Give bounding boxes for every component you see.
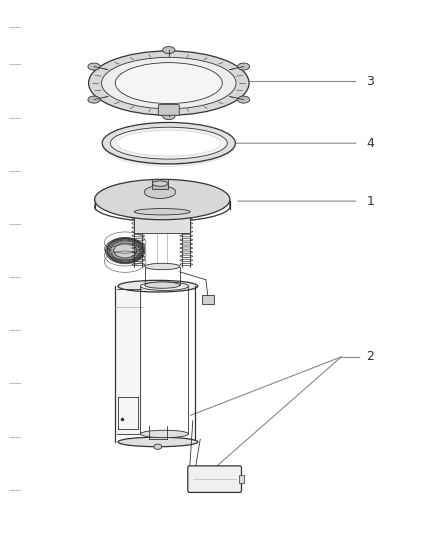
Ellipse shape — [152, 181, 168, 186]
Text: 3: 3 — [367, 75, 374, 88]
FancyBboxPatch shape — [158, 104, 179, 115]
Ellipse shape — [88, 51, 249, 115]
Bar — [152, 179, 168, 189]
Ellipse shape — [237, 96, 250, 103]
Text: 2: 2 — [367, 350, 374, 364]
Ellipse shape — [141, 430, 188, 438]
Ellipse shape — [95, 179, 230, 220]
Ellipse shape — [88, 96, 100, 103]
Ellipse shape — [117, 131, 221, 156]
Ellipse shape — [102, 123, 235, 164]
Bar — [239, 475, 244, 483]
Ellipse shape — [145, 263, 180, 270]
Ellipse shape — [162, 46, 175, 53]
Ellipse shape — [141, 282, 188, 290]
Ellipse shape — [118, 280, 198, 292]
Text: 4: 4 — [367, 136, 374, 150]
Ellipse shape — [237, 63, 250, 70]
Ellipse shape — [88, 63, 100, 70]
Bar — [134, 212, 190, 233]
Ellipse shape — [145, 282, 180, 288]
Ellipse shape — [114, 243, 137, 258]
Ellipse shape — [107, 238, 143, 263]
Ellipse shape — [118, 437, 198, 447]
Bar — [202, 295, 214, 304]
Text: 1: 1 — [367, 195, 374, 208]
Ellipse shape — [145, 185, 176, 198]
Ellipse shape — [162, 112, 175, 119]
FancyBboxPatch shape — [188, 466, 241, 492]
Ellipse shape — [154, 444, 162, 449]
Ellipse shape — [102, 58, 236, 109]
Ellipse shape — [110, 127, 227, 159]
Ellipse shape — [134, 208, 190, 215]
Ellipse shape — [115, 62, 222, 103]
